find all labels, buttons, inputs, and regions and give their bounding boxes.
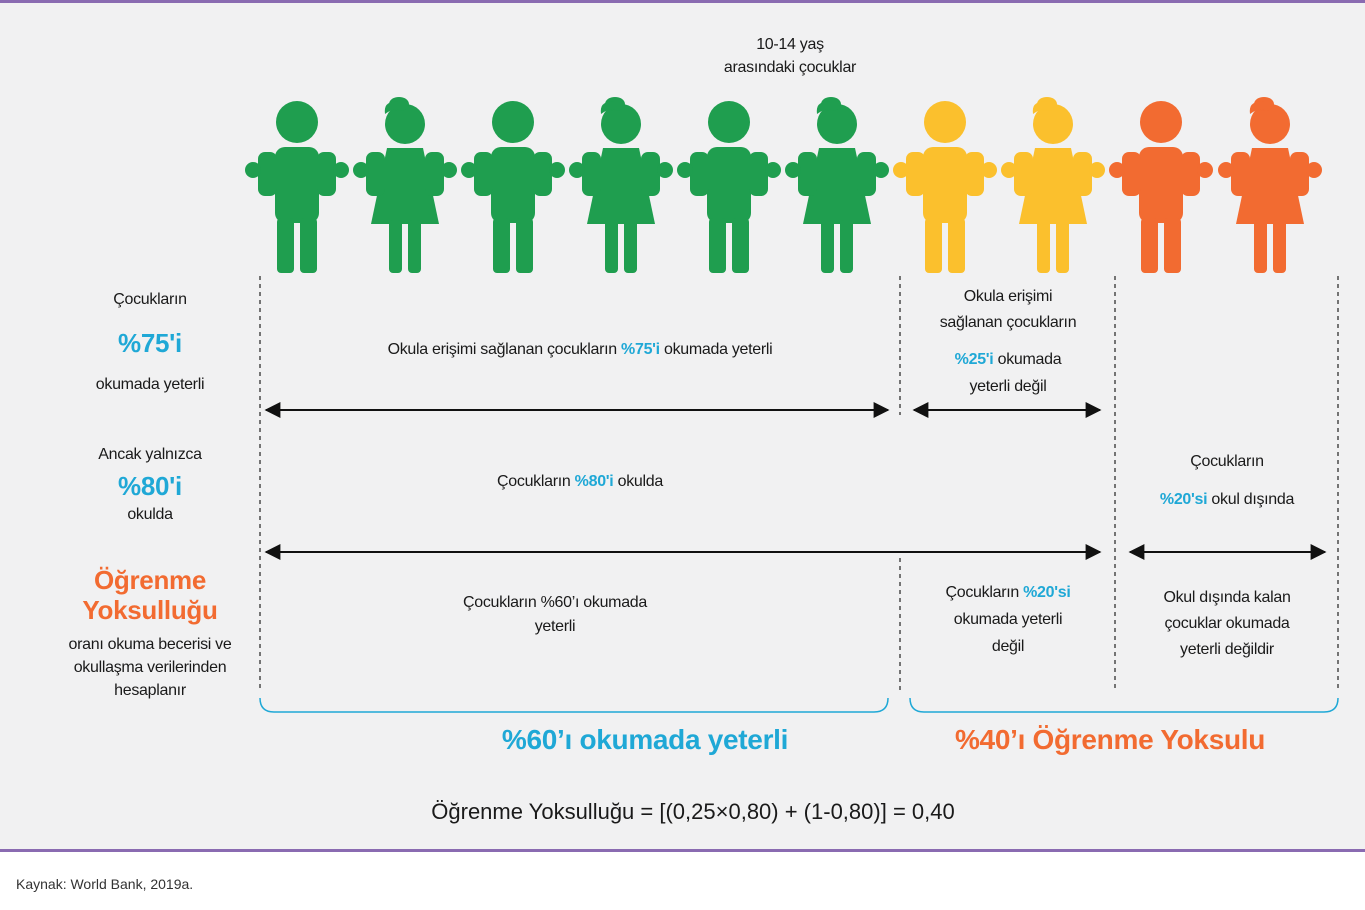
left-title: Yoksulluğu — [82, 597, 217, 623]
child-icon — [353, 97, 457, 273]
row-text: yeterli değil — [969, 379, 1046, 395]
left-text: Çocukların — [113, 292, 186, 308]
child-icon — [1001, 97, 1105, 273]
highlight: %20'si — [1023, 584, 1070, 601]
arrows — [266, 410, 1325, 552]
left-highlight: %75'i — [118, 330, 182, 356]
child-icon — [893, 101, 997, 273]
text: okul dışında — [1211, 491, 1294, 508]
children-in-school-not-reading — [893, 97, 1105, 273]
left-highlight: %80'i — [118, 473, 182, 499]
highlight: %25'i — [955, 351, 994, 368]
row-text: Okula erişimi — [964, 289, 1053, 305]
left-text: hesaplanır — [114, 683, 186, 699]
row-text: Çocukların %60’ı okumada — [463, 595, 647, 611]
row-text: yeterli — [535, 619, 576, 635]
highlight: %75'i — [621, 341, 660, 358]
highlight: %80'i — [575, 473, 614, 490]
row-text: okumada yeterli — [954, 612, 1062, 628]
left-title: Öğrenme — [94, 567, 206, 593]
diagram — [0, 0, 1365, 910]
source: Kaynak: World Bank, 2019a. — [16, 876, 193, 892]
left-text: oranı okuma becerisi ve — [69, 637, 232, 653]
child-icon — [245, 101, 349, 273]
row-text: Çocukların %20'si — [945, 585, 1070, 601]
group-label: arasındaki çocuklar — [724, 60, 856, 76]
row-text: %20'si okul dışında — [1160, 492, 1294, 508]
child-icon — [461, 101, 565, 273]
summary-adequate: %60’ı okumada yeterli — [502, 726, 788, 754]
left-text: okumada yeterli — [96, 377, 204, 393]
left-text: okulda — [127, 507, 172, 523]
group-label: 10-14 yaş — [756, 37, 824, 53]
child-icon — [1109, 101, 1213, 273]
braces — [260, 698, 1338, 712]
children-out-of-school — [1109, 97, 1322, 273]
child-icon — [569, 97, 673, 273]
row-text: sağlanan çocukların — [940, 315, 1077, 331]
text: Çocukların — [497, 473, 570, 490]
row-text: değil — [992, 639, 1024, 655]
child-icon — [677, 101, 781, 273]
row-text: çocuklar okumada — [1164, 616, 1289, 632]
child-icon — [785, 97, 889, 273]
row-text: Çocukların — [1190, 454, 1263, 470]
children-in-school-reading — [245, 97, 889, 273]
child-icon — [1218, 97, 1322, 273]
text: Okula erişimi sağlanan çocukların — [388, 341, 617, 358]
left-text: okullaşma verilerinden — [74, 660, 227, 676]
row-text: Okul dışında kalan — [1163, 590, 1290, 606]
left-text: Ancak yalnızca — [98, 447, 201, 463]
formula: Öğrenme Yoksulluğu = [(0,25×0,80) + (1-0… — [431, 801, 954, 823]
row-text: yeterli değildir — [1180, 642, 1274, 658]
brace — [910, 698, 1338, 712]
row-text: Çocukların %80'i okulda — [497, 474, 663, 490]
brace — [260, 698, 888, 712]
row-text: Okula erişimi sağlanan çocukların %75'i … — [388, 342, 773, 358]
highlight: %20'si — [1160, 491, 1207, 508]
row-text: %25'i okumada — [955, 352, 1062, 368]
text: okumada — [998, 351, 1062, 368]
page: {"header": {"group_label": ["10-14 yaş",… — [0, 0, 1365, 910]
text: okumada yeterli — [664, 341, 772, 358]
text: okulda — [618, 473, 663, 490]
summary-poor: %40’ı Öğrenme Yoksulu — [955, 726, 1265, 754]
text: Çocukların — [945, 584, 1018, 601]
